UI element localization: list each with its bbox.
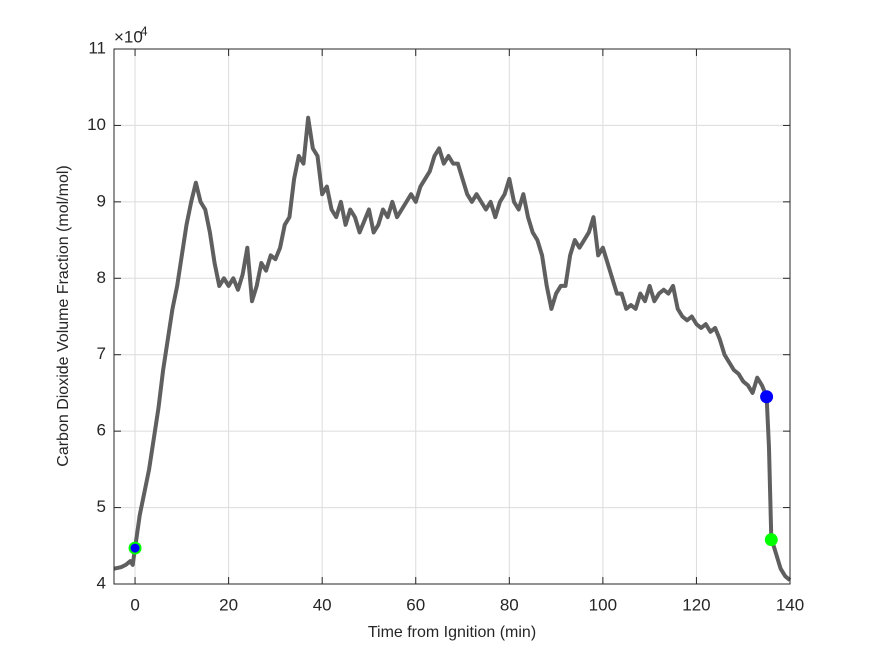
x-axis-label: Time from Ignition (min) — [368, 624, 536, 641]
x-tick-label: 20 — [219, 595, 238, 614]
y-multiplier-exponent: -4 — [136, 23, 148, 38]
y-tick-label: 11 — [88, 38, 106, 57]
y-tick-label: 10 — [87, 115, 106, 134]
x-tick-label: 0 — [130, 595, 139, 614]
y-multiplier: ×10 — [114, 27, 143, 46]
y-tick-label: 8 — [97, 268, 106, 287]
x-tick-label: 100 — [589, 595, 617, 614]
x-tick-label: 60 — [406, 595, 425, 614]
marker — [760, 390, 774, 404]
x-tick-label: 40 — [313, 595, 332, 614]
y-tick-label: 5 — [97, 497, 106, 516]
plot-area — [114, 49, 790, 584]
y-tick-label: 9 — [97, 191, 106, 210]
x-tick-label: 80 — [500, 595, 519, 614]
y-tick-label: 6 — [97, 421, 106, 440]
x-tick-label: 140 — [776, 595, 804, 614]
y-tick-label: 4 — [97, 573, 106, 592]
y-tick-label: 7 — [97, 344, 106, 363]
data-line — [113, 115, 792, 582]
marker — [128, 541, 142, 555]
x-tick-label: 120 — [682, 595, 710, 614]
marker — [764, 533, 778, 547]
y-axis-label: Carbon Dioxide Volume Fraction (mol/mol) — [55, 165, 72, 466]
axes-box — [113, 48, 791, 585]
